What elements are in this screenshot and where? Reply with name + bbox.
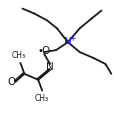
Text: O: O: [7, 77, 16, 87]
Text: N: N: [63, 37, 71, 47]
Text: O: O: [41, 46, 49, 56]
Text: +: +: [69, 34, 75, 43]
Text: CH₃: CH₃: [35, 94, 49, 103]
Text: CH₃: CH₃: [11, 51, 25, 60]
Text: N: N: [46, 62, 53, 72]
Text: •: •: [37, 46, 43, 56]
